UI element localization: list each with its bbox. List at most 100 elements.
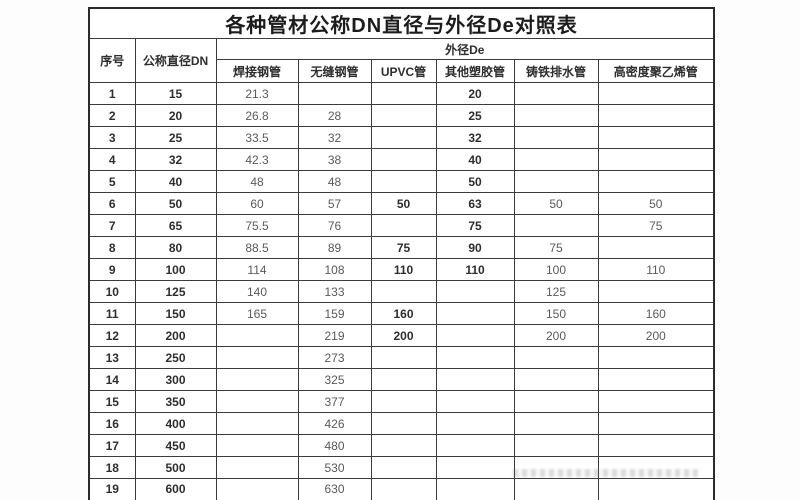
- col-header-material: 无缝钢管: [297, 59, 372, 83]
- col-header-material: 焊接钢管: [215, 59, 299, 83]
- col-header-material: 其他塑胶管: [435, 59, 515, 83]
- cell-de-2: [370, 280, 437, 303]
- cell-de-1: [297, 82, 372, 105]
- table-row: 17 450 480: [88, 434, 715, 457]
- cell-de-3: [435, 390, 515, 413]
- cell-index: 10: [88, 280, 136, 303]
- cell-de-3: [435, 368, 515, 391]
- header-row-materials: 焊接钢管 无缝钢管 UPVC管 其他塑胶管 铸铁排水管 高密度聚乙烯管: [89, 59, 715, 83]
- table-row: 16 400 426: [88, 412, 715, 435]
- cell-de-3: 110: [435, 258, 515, 281]
- cell-de-4: 125: [513, 280, 599, 303]
- cell-de-4: 100: [513, 258, 599, 281]
- cell-de-4: [513, 126, 599, 149]
- cell-index: 8: [88, 236, 136, 259]
- cell-de-1: 48: [297, 170, 372, 193]
- cell-de-3: 25: [435, 104, 515, 127]
- table-row: 7 65 75.5 76 75 75: [88, 214, 715, 237]
- cell-de-3: [435, 280, 515, 303]
- cell-de-5: [597, 412, 715, 435]
- table-row: 5 40 48 48 50: [88, 170, 715, 193]
- cell-de-2: [370, 368, 437, 391]
- cell-index: 6: [88, 192, 136, 215]
- cell-de-2: [370, 170, 437, 193]
- cell-de-4: [513, 104, 599, 127]
- cell-de-4: [513, 214, 599, 237]
- cell-de-4: [513, 478, 599, 500]
- cell-de-2: [370, 346, 437, 369]
- cell-de-2: [370, 456, 437, 479]
- header-row-group: 序号 公称直径DN 外径De: [88, 38, 715, 83]
- cell-index: 1: [88, 82, 136, 105]
- cell-de-0: [215, 368, 299, 391]
- cell-de-2: 200: [370, 324, 437, 347]
- cell-de-2: [370, 434, 437, 457]
- cell-index: 9: [88, 258, 136, 281]
- cell-de-0: [215, 456, 299, 479]
- table-row: 3 25 33.5 32 32: [88, 126, 715, 149]
- cell-de-2: [370, 390, 437, 413]
- cell-dn: 20: [134, 104, 217, 127]
- cell-de-3: 63: [435, 192, 515, 215]
- cell-de-4: [513, 82, 599, 105]
- cell-dn: 80: [134, 236, 217, 259]
- cell-de-0: [215, 346, 299, 369]
- cell-de-2: [370, 214, 437, 237]
- cell-de-4: [513, 412, 599, 435]
- cell-de-3: 20: [435, 82, 515, 105]
- cell-de-1: 219: [297, 324, 372, 347]
- cell-de-4: [513, 346, 599, 369]
- cell-dn: 450: [134, 434, 217, 457]
- cell-de-4: [513, 170, 599, 193]
- cell-dn: 600: [134, 478, 217, 500]
- cell-de-4: 150: [513, 302, 599, 325]
- cell-de-1: 32: [297, 126, 372, 149]
- cell-index: 5: [88, 170, 136, 193]
- cell-de-1: 480: [297, 434, 372, 457]
- table-row: 12 200 219 200 200 200: [88, 324, 715, 347]
- cell-de-5: 200: [597, 324, 715, 347]
- cell-de-5: [597, 478, 715, 500]
- cell-dn: 15: [134, 82, 217, 105]
- cell-dn: 150: [134, 302, 217, 325]
- cell-de-0: 75.5: [215, 214, 299, 237]
- cell-index: 17: [88, 434, 136, 457]
- table-row: 9 100 114 108 110 110 100 110: [88, 258, 715, 281]
- cell-de-5: [597, 280, 715, 303]
- table-row: 19 600 630: [88, 478, 715, 500]
- table-row: 13 250 273: [88, 346, 715, 369]
- cell-dn: 25: [134, 126, 217, 149]
- cell-de-1: 76: [297, 214, 372, 237]
- cell-index: 18: [88, 456, 136, 479]
- cell-de-2: [370, 126, 437, 149]
- cell-dn: 200: [134, 324, 217, 347]
- col-header-material: UPVC管: [370, 59, 437, 83]
- cell-de-1: 133: [297, 280, 372, 303]
- cell-de-5: [597, 104, 715, 127]
- cell-index: 4: [88, 148, 136, 171]
- cell-de-3: [435, 478, 515, 500]
- cell-de-3: [435, 412, 515, 435]
- cell-dn: 100: [134, 258, 217, 281]
- cell-de-5: [597, 170, 715, 193]
- table-row: 4 32 42.3 38 40: [88, 148, 715, 171]
- cell-de-1: 28: [297, 104, 372, 127]
- cell-de-2: [370, 148, 437, 171]
- cell-de-0: [215, 390, 299, 413]
- cell-de-0: 140: [215, 280, 299, 303]
- cell-de-0: [215, 324, 299, 347]
- cell-de-4: [513, 456, 599, 479]
- cell-de-3: 90: [435, 236, 515, 259]
- table-row: 1 15 21.3 20: [88, 82, 715, 105]
- cell-index: 11: [88, 302, 136, 325]
- cell-de-2: [370, 104, 437, 127]
- table-row: 10 125 140 133 125: [88, 280, 715, 303]
- cell-de-1: 57: [297, 192, 372, 215]
- page-title: 各种管材公称DN直径与外径De对照表: [88, 7, 715, 39]
- cell-de-2: 110: [370, 258, 437, 281]
- cell-de-3: 75: [435, 214, 515, 237]
- cell-index: 3: [88, 126, 136, 149]
- cell-dn: 65: [134, 214, 217, 237]
- cell-index: 12: [88, 324, 136, 347]
- table-row: 8 80 88.5 89 75 90 75: [88, 236, 715, 259]
